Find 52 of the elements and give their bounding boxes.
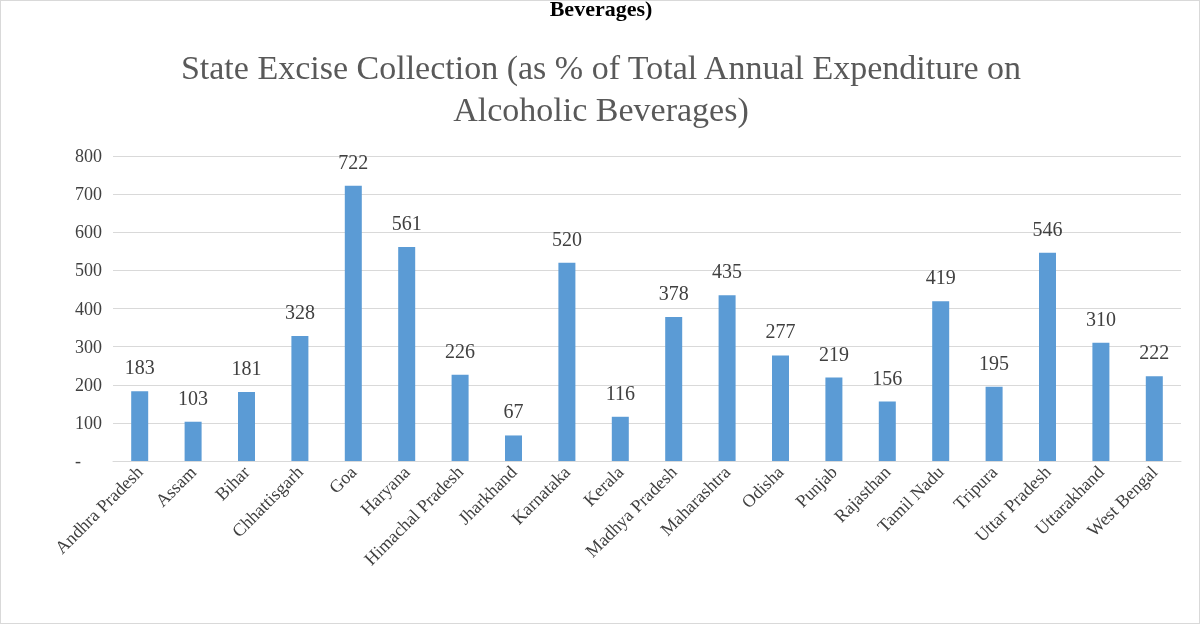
bar xyxy=(665,316,683,461)
bar xyxy=(291,335,309,461)
bar xyxy=(558,262,576,461)
y-tick-label: 700 xyxy=(75,184,102,205)
bar xyxy=(344,185,362,461)
data-label: 116 xyxy=(605,381,635,404)
text: Beverages) xyxy=(549,0,653,21)
data-label: 520 xyxy=(551,227,582,250)
data-label: 378 xyxy=(658,281,689,304)
data-label: 195 xyxy=(979,351,1010,374)
y-tick-label: 500 xyxy=(75,260,102,281)
bar xyxy=(878,401,896,461)
data-label: 226 xyxy=(445,339,476,362)
data-label: 277 xyxy=(765,320,796,343)
bar xyxy=(505,435,522,461)
y-tick-label: 300 xyxy=(75,336,102,357)
bar xyxy=(825,377,843,461)
data-label: 435 xyxy=(712,260,743,283)
chart-title: State Excise Collection (as % of Total Annual Expenditure on Alcoholic Beverages) xyxy=(180,48,1022,129)
bar xyxy=(1039,252,1056,461)
bar xyxy=(451,374,469,461)
data-label: 219 xyxy=(818,342,849,365)
y-tick-label: 200 xyxy=(75,374,102,395)
data-label: 222 xyxy=(1139,341,1170,364)
bar xyxy=(398,247,416,461)
data-label: 156 xyxy=(872,366,903,389)
data-label: 328 xyxy=(284,300,315,323)
data-label: 183 xyxy=(124,356,155,379)
bar xyxy=(1145,376,1163,461)
y-tick-label: - xyxy=(75,451,81,471)
bar xyxy=(611,416,629,461)
data-label: 103 xyxy=(178,386,209,409)
bar xyxy=(718,295,736,461)
data-label: 181 xyxy=(231,356,262,379)
data-label: 67 xyxy=(503,400,524,423)
bar xyxy=(238,391,255,461)
bar xyxy=(985,386,1003,461)
y-tick-label: 600 xyxy=(75,222,102,243)
bar xyxy=(184,421,202,461)
data-label: 419 xyxy=(925,266,956,289)
bar xyxy=(131,391,149,461)
bar xyxy=(772,355,789,461)
bar xyxy=(1092,342,1110,461)
data-label: 722 xyxy=(338,150,369,173)
x-tick-label: Goa xyxy=(325,461,361,498)
y-tick-label: 800 xyxy=(75,146,102,166)
data-label: 561 xyxy=(391,212,422,235)
data-label: 546 xyxy=(1032,217,1063,240)
y-tick-label: 100 xyxy=(75,412,102,433)
data-label: 310 xyxy=(1085,307,1116,330)
y-tick-label: 400 xyxy=(75,298,102,319)
bar xyxy=(932,301,950,461)
